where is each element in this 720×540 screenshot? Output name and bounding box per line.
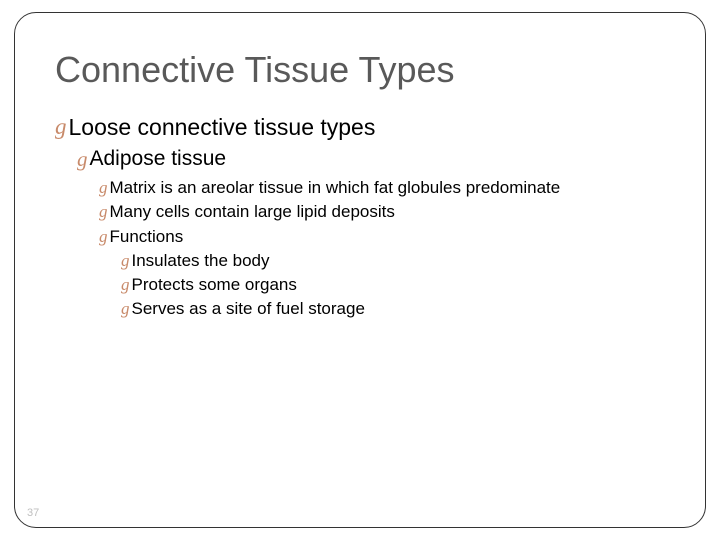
bullet-text: Loose connective tissue types <box>69 113 376 142</box>
bullet-marker-icon: g <box>99 226 108 247</box>
bullet-item: g Functions <box>99 226 665 247</box>
bullet-item: g Matrix is an areolar tissue in which f… <box>99 177 665 198</box>
bullet-marker-icon: g <box>99 177 108 198</box>
bullet-text: Adipose tissue <box>90 146 227 172</box>
bullet-item: g Many cells contain large lipid deposit… <box>99 201 665 222</box>
bullet-item: g Insulates the body <box>121 250 665 271</box>
bullet-text: Insulates the body <box>132 250 270 271</box>
bullet-text: Matrix is an areolar tissue in which fat… <box>110 177 561 198</box>
page-number: 37 <box>27 507 39 519</box>
bullet-text: Functions <box>110 226 184 247</box>
bullet-item: g Serves as a site of fuel storage <box>121 298 665 319</box>
bullet-text: Serves as a site of fuel storage <box>132 298 365 319</box>
bullet-text: Many cells contain large lipid deposits <box>110 201 395 222</box>
bullet-marker-icon: g <box>77 146 88 172</box>
bullet-text: Protects some organs <box>132 274 297 295</box>
bullet-marker-icon: g <box>121 298 130 319</box>
slide-frame: Connective Tissue Types g Loose connecti… <box>14 12 706 528</box>
bullet-item: g Protects some organs <box>121 274 665 295</box>
bullet-marker-icon: g <box>55 113 67 142</box>
bullet-item: g Adipose tissue <box>77 146 665 172</box>
bullet-item: g Loose connective tissue types <box>55 113 665 142</box>
bullet-marker-icon: g <box>121 250 130 271</box>
bullet-marker-icon: g <box>99 201 108 222</box>
bullet-marker-icon: g <box>121 274 130 295</box>
slide-title: Connective Tissue Types <box>55 49 665 91</box>
